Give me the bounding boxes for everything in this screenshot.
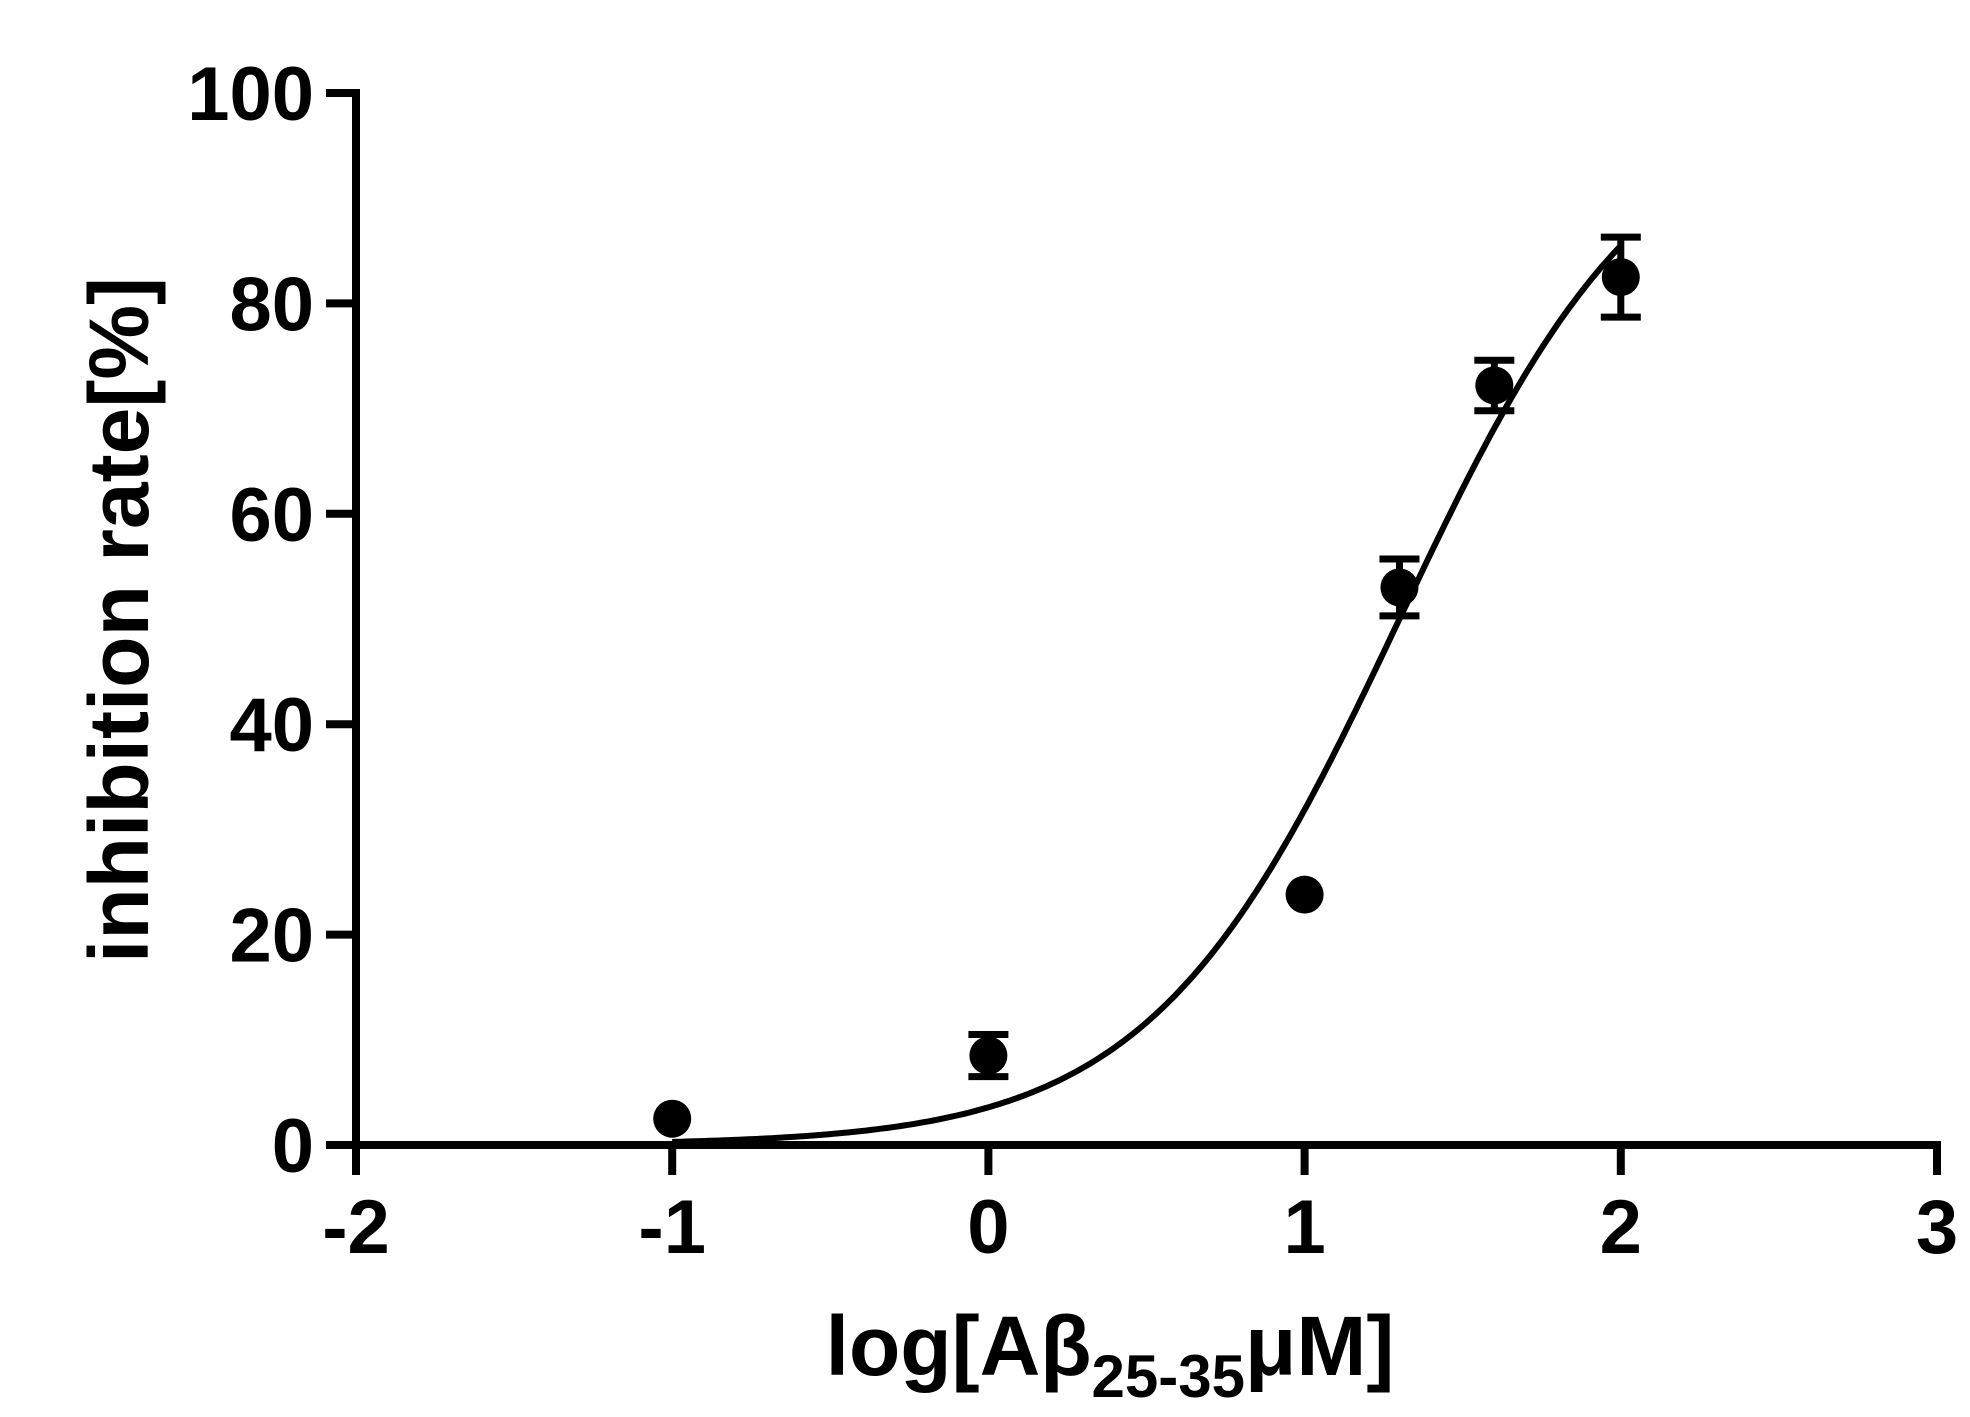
x-axis-label-suffix: μM] — [1245, 1299, 1394, 1393]
x-tick-label: 0 — [967, 1185, 1009, 1270]
fit-curve — [672, 243, 1623, 1145]
x-tick-label: 2 — [1600, 1185, 1642, 1270]
x-tick-label: 3 — [1916, 1185, 1958, 1270]
x-tick-label: -1 — [638, 1185, 706, 1270]
x-axis-label-main: log[Aβ — [826, 1299, 1092, 1393]
tick-labels: -2 -1 0 1 2 3 0 20 40 60 80 100 — [187, 52, 1958, 1270]
y-tick-label: 60 — [229, 473, 314, 558]
data-point — [1601, 258, 1640, 297]
x-axis-label-subscript: 25-35 — [1092, 1343, 1245, 1410]
y-tick-label: 20 — [229, 894, 314, 979]
y-tick-label: 80 — [229, 262, 314, 347]
data-point — [969, 1036, 1008, 1075]
x-tick-label: 1 — [1283, 1185, 1325, 1270]
y-axis-label: inhibition rate[%] — [72, 277, 166, 963]
x-tick-label: -2 — [322, 1185, 390, 1270]
fit-curve-layer — [672, 243, 1623, 1145]
y-tick-label: 100 — [187, 52, 314, 137]
axes — [326, 89, 1941, 1175]
data-point — [1285, 875, 1324, 914]
data-points — [653, 233, 1641, 1138]
y-tick-label: 0 — [272, 1104, 314, 1189]
y-tick-label: 40 — [229, 683, 314, 768]
data-point — [653, 1099, 692, 1138]
x-axis-label: log[Aβ25-35μM] — [826, 1299, 1395, 1410]
data-point — [1380, 568, 1419, 607]
data-point — [1475, 366, 1514, 405]
